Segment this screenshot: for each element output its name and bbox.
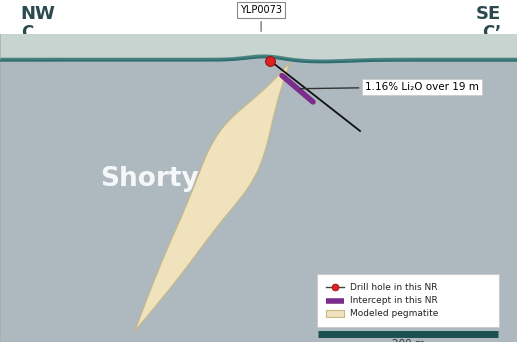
Text: C’: C’ bbox=[482, 24, 501, 42]
Polygon shape bbox=[135, 62, 290, 331]
Text: Modeled pegmatite: Modeled pegmatite bbox=[350, 310, 438, 318]
Text: Drill hole in this NR: Drill hole in this NR bbox=[350, 283, 437, 292]
Text: 200 m: 200 m bbox=[391, 339, 424, 342]
Text: SE: SE bbox=[476, 5, 501, 23]
Text: C: C bbox=[21, 24, 33, 42]
FancyBboxPatch shape bbox=[326, 310, 344, 317]
Text: NW: NW bbox=[21, 5, 55, 23]
Text: Shorty: Shorty bbox=[101, 166, 200, 192]
Text: 1.16% Li₂O over 19 m: 1.16% Li₂O over 19 m bbox=[300, 82, 479, 92]
Text: YLP0073: YLP0073 bbox=[240, 5, 282, 31]
FancyBboxPatch shape bbox=[317, 274, 499, 327]
Text: Intercept in this NR: Intercept in this NR bbox=[350, 296, 438, 305]
